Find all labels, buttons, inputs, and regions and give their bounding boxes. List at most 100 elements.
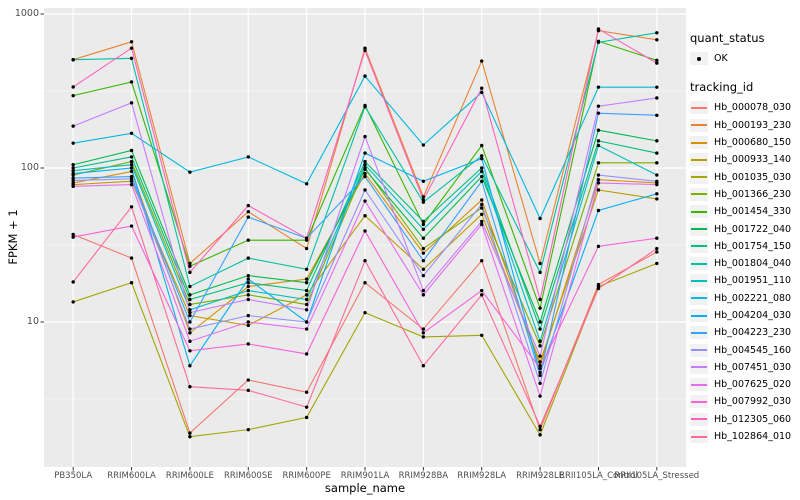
legend-key-swatch — [690, 412, 708, 426]
data-point — [596, 161, 601, 165]
data-point — [246, 427, 250, 432]
line-swatch-icon — [691, 106, 707, 109]
data-point — [538, 373, 542, 378]
legend: quant_status OK tracking_id Hb_000078_03… — [690, 31, 798, 458]
data-point — [421, 143, 426, 147]
data-point — [188, 364, 192, 368]
data-point — [304, 415, 309, 420]
data-point — [655, 179, 659, 183]
legend-item: Hb_004204_030 — [690, 309, 798, 322]
data-point — [363, 310, 367, 315]
legend-label: Hb_004223_230 — [714, 327, 792, 339]
legend-label: Hb_001035_030 — [714, 171, 792, 183]
legend-label: Hb_002221_080 — [714, 292, 792, 304]
data-point — [71, 166, 75, 170]
data-point — [188, 349, 192, 353]
line-swatch-icon — [691, 158, 707, 161]
line-swatch-icon — [691, 176, 707, 179]
legend-item: Hb_007625_020 — [690, 378, 798, 392]
data-point — [596, 27, 601, 31]
line-swatch-icon — [691, 418, 707, 421]
line-swatch-icon — [691, 383, 707, 386]
data-point — [538, 370, 542, 375]
data-point — [304, 280, 309, 285]
data-point — [596, 286, 601, 291]
data-point — [538, 344, 542, 348]
data-point — [246, 297, 250, 302]
data-point — [480, 154, 484, 158]
data-point — [363, 229, 367, 233]
legend-item: Hb_007992_030 — [690, 395, 798, 409]
x-tick-label: RRIM901LA — [340, 471, 390, 481]
data-point — [129, 179, 134, 183]
data-point — [596, 177, 601, 182]
legend-title-quant-status: quant_status — [690, 31, 765, 45]
data-point — [596, 104, 601, 108]
data-point — [596, 181, 601, 185]
data-point — [421, 227, 426, 231]
data-point — [363, 151, 367, 155]
data-point — [71, 171, 75, 176]
data-point — [304, 308, 309, 312]
legend-item: Hb_001951_110 — [690, 274, 798, 288]
data-point — [363, 214, 367, 218]
data-point — [596, 128, 601, 132]
legend-item: Hb_004223_230 — [690, 326, 798, 340]
data-point — [655, 182, 659, 187]
legend-item: Hb_102864_010 — [690, 430, 798, 444]
data-point — [480, 293, 484, 297]
data-point — [655, 96, 659, 100]
data-point — [71, 57, 75, 62]
data-point — [71, 184, 75, 189]
x-tick-label: RRII105LA_Control — [559, 471, 638, 481]
data-point — [304, 320, 309, 324]
data-point — [304, 288, 309, 293]
data-point — [655, 250, 659, 254]
legend-item: Hb_000193_230 — [690, 118, 798, 132]
data-point — [129, 163, 134, 167]
legend-key-swatch — [690, 136, 708, 150]
data-point — [129, 205, 134, 209]
data-point — [655, 192, 659, 196]
data-point — [480, 169, 484, 174]
data-point — [538, 261, 542, 266]
data-point — [188, 327, 192, 331]
data-point — [363, 159, 367, 164]
data-point — [538, 427, 542, 432]
data-point — [188, 170, 192, 174]
point-icon — [697, 56, 701, 61]
data-point — [421, 222, 426, 227]
data-point — [304, 297, 309, 302]
legend-label: Hb_102864_010 — [714, 431, 792, 443]
data-point — [129, 182, 134, 187]
legend-label: Hb_007451_030 — [714, 361, 792, 373]
data-point — [71, 300, 75, 304]
line-swatch-icon — [691, 262, 707, 265]
data-point — [188, 434, 192, 439]
x-tick-label: RRIM600LA — [107, 471, 156, 481]
data-point — [480, 59, 484, 63]
data-point — [304, 182, 309, 186]
x-tick-label: RRIM928LE — [516, 471, 565, 481]
data-point — [304, 390, 309, 394]
legend-item: Hb_001804_040 — [690, 257, 798, 271]
line-swatch-icon — [691, 228, 707, 231]
data-point — [246, 256, 250, 260]
data-point — [188, 339, 192, 343]
quant-status-key — [690, 52, 708, 66]
data-point — [421, 335, 426, 339]
data-point — [655, 58, 659, 63]
legend-key-swatch — [690, 170, 708, 184]
data-point — [129, 131, 134, 136]
line-swatch-icon — [691, 245, 707, 248]
line-swatch-icon — [691, 279, 707, 282]
line-swatch-icon — [691, 193, 707, 196]
data-point — [129, 256, 134, 260]
data-point — [71, 124, 75, 128]
data-point — [363, 259, 367, 263]
data-point — [246, 155, 250, 159]
data-point — [421, 198, 426, 202]
data-point — [188, 297, 192, 302]
data-point — [421, 327, 426, 331]
legend-key-swatch — [690, 326, 708, 340]
